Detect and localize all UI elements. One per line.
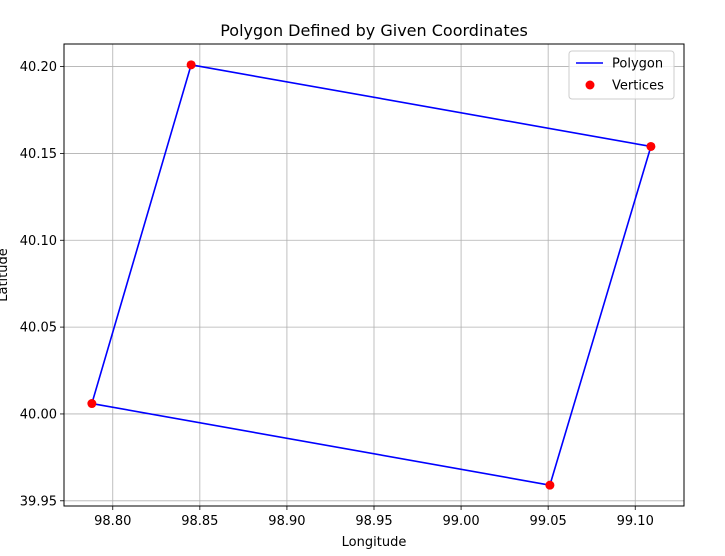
- legend-vertices-label: Vertices: [612, 79, 664, 94]
- y-axis-ticks: 39.95 40.00 40.05 40.10 40.15 40.20: [20, 60, 64, 509]
- legend-polygon-label: Polygon: [612, 57, 663, 72]
- x-tick-label: 98.95: [355, 514, 392, 529]
- y-tick-label: 40.10: [20, 234, 57, 249]
- vertex-point: [646, 141, 656, 151]
- y-axis-label: Latitude: [0, 248, 11, 302]
- y-tick-label: 40.05: [20, 321, 57, 336]
- vertex-point: [545, 480, 555, 490]
- vertex-point: [186, 60, 196, 70]
- x-tick-label: 98.85: [181, 514, 218, 529]
- legend-vertices-swatch: [585, 80, 595, 90]
- y-tick-label: 40.00: [20, 407, 57, 422]
- x-axis-ticks: 98.80 98.85 98.90 98.95 99.00 99.05 99.10: [94, 506, 654, 529]
- legend: Polygon Vertices: [568, 50, 675, 100]
- x-tick-label: 98.80: [94, 514, 131, 529]
- chart-title: Polygon Defined by Given Coordinates: [220, 21, 528, 40]
- x-tick-label: 98.90: [268, 514, 305, 529]
- x-tick-label: 99.05: [530, 514, 567, 529]
- grid-layer: [64, 44, 684, 506]
- vertex-point: [87, 399, 97, 409]
- y-tick-label: 40.15: [20, 147, 57, 162]
- y-tick-label: 40.20: [20, 60, 57, 75]
- x-tick-label: 99.10: [617, 514, 654, 529]
- x-tick-label: 99.00: [442, 514, 479, 529]
- y-tick-label: 39.95: [20, 494, 57, 509]
- x-axis-label: Longitude: [342, 535, 407, 550]
- series-layer: [87, 60, 656, 490]
